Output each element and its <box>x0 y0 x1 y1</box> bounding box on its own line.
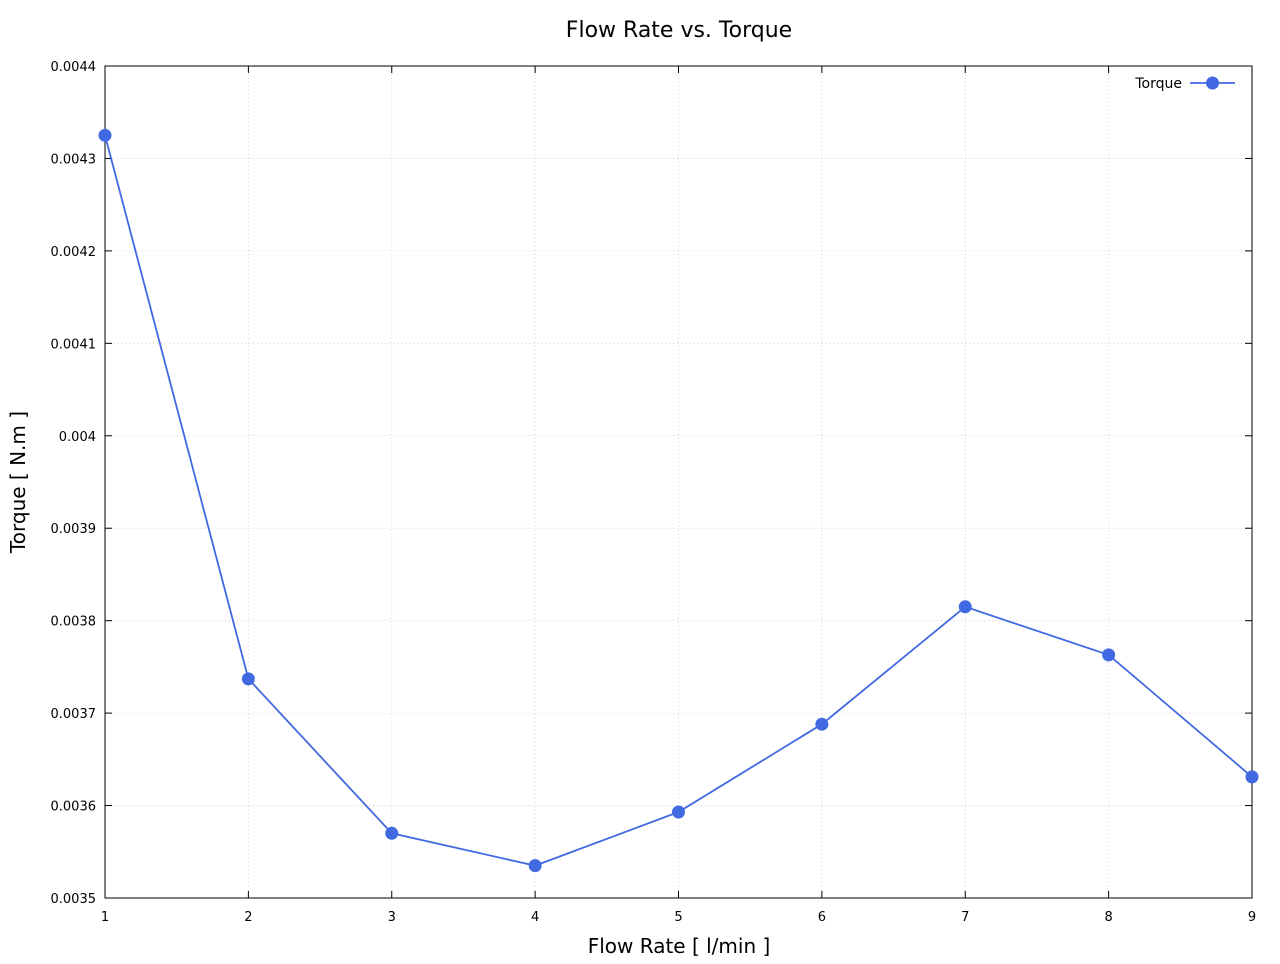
x-tick-label: 3 <box>388 910 396 925</box>
y-tick-label: 0.0036 <box>51 800 97 815</box>
x-tick-label: 5 <box>674 910 682 925</box>
x-tick-label: 1 <box>101 910 109 925</box>
data-point <box>815 717 829 731</box>
x-axis-label: Flow Rate [ l/min ] <box>588 934 771 958</box>
series-layer <box>98 128 1259 873</box>
legend-label: Torque <box>1134 76 1182 92</box>
x-tick-label: 8 <box>1104 910 1112 925</box>
x-tick-label: 2 <box>244 910 252 925</box>
data-point <box>98 128 112 142</box>
data-point <box>672 805 685 819</box>
data-point <box>1102 648 1116 662</box>
chart-title: Flow Rate vs. Torque <box>566 18 792 43</box>
data-point <box>385 826 399 840</box>
y-tick-label: 0.0042 <box>51 245 97 260</box>
y-tick-label: 0.0039 <box>51 522 97 537</box>
y-tick-label: 0.0044 <box>51 60 97 75</box>
grid-layer <box>105 66 1252 898</box>
axes-layer: 1 2 3 4 5 6 7 8 9 0.0035 0.0036 0.0037 0.0038 0.0039 0… <box>51 60 1257 925</box>
data-point <box>528 859 542 873</box>
y-tick-label: 0.0038 <box>51 615 97 630</box>
data-point <box>958 600 972 614</box>
y-tick-label: 0.0043 <box>51 152 97 167</box>
data-point <box>1245 770 1259 784</box>
x-tick-label: 6 <box>818 910 826 925</box>
data-point <box>241 672 255 686</box>
legend: Torque <box>1134 76 1235 92</box>
x-tick-label: 4 <box>531 910 539 925</box>
y-tick-label: 0.0037 <box>51 707 97 722</box>
y-tick-label: 0.0041 <box>51 337 97 352</box>
y-axis-label: Torque [ N.m ] <box>6 411 30 554</box>
y-tick-label: 0.0035 <box>51 892 97 907</box>
series-line-torque <box>104 135 1253 867</box>
x-tick-label: 9 <box>1248 910 1256 925</box>
legend-marker <box>1206 76 1219 90</box>
x-tick-label: 7 <box>961 910 969 925</box>
y-tick-label: 0.004 <box>59 430 96 445</box>
